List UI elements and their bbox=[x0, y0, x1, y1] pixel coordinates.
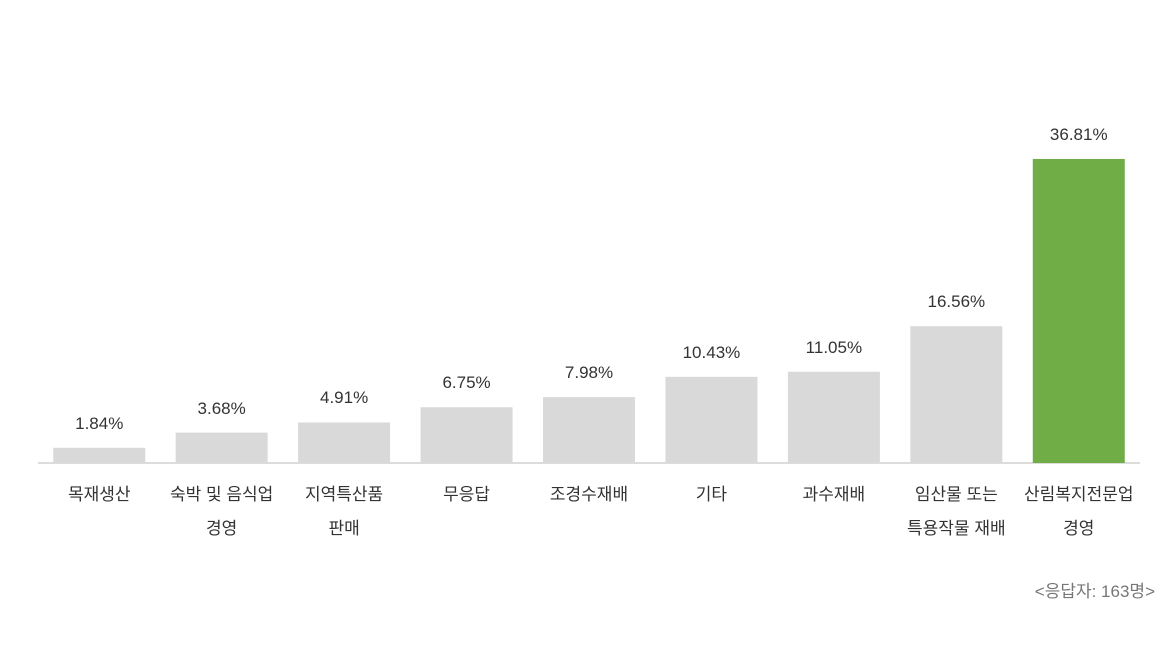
value-label: 4.91% bbox=[320, 388, 369, 408]
bar bbox=[298, 422, 391, 463]
bar bbox=[665, 376, 758, 463]
x-tick-label: 임산물 또는 특용작물 재배 bbox=[907, 485, 1006, 538]
value-label: 7.98% bbox=[564, 363, 614, 383]
bar bbox=[787, 371, 880, 463]
x-tick-label: 무응답 bbox=[443, 485, 490, 504]
note: <응답자: 163명> bbox=[1034, 582, 1155, 601]
x-tick-label: 지역특산품 판매 bbox=[305, 485, 384, 538]
value-label: 3.68% bbox=[197, 398, 246, 418]
value-label: 6.75% bbox=[442, 373, 491, 393]
bar bbox=[175, 432, 268, 463]
x-tick-label: 숙박 및 음식업 경영 bbox=[170, 485, 274, 538]
value-label: 16.56% bbox=[927, 292, 986, 312]
bar bbox=[420, 407, 513, 463]
x-tick-label: 기타 bbox=[695, 485, 728, 504]
x-tick-label: 조경수재배 bbox=[549, 485, 629, 504]
value-label: 36.81% bbox=[1049, 124, 1108, 144]
value-label: 11.05% bbox=[805, 337, 863, 357]
x-tick-label: 목재생산 bbox=[67, 485, 131, 504]
bar bbox=[53, 447, 146, 463]
value-label: 10.43% bbox=[682, 342, 741, 362]
x-tick-label: 산림복지전문업 경영 bbox=[1024, 485, 1134, 538]
bar bbox=[543, 397, 635, 463]
bar bbox=[1032, 158, 1125, 463]
bar bbox=[910, 326, 1003, 463]
x-tick-label: 과수재배 bbox=[802, 485, 866, 504]
value-label: 1.84% bbox=[75, 413, 124, 433]
